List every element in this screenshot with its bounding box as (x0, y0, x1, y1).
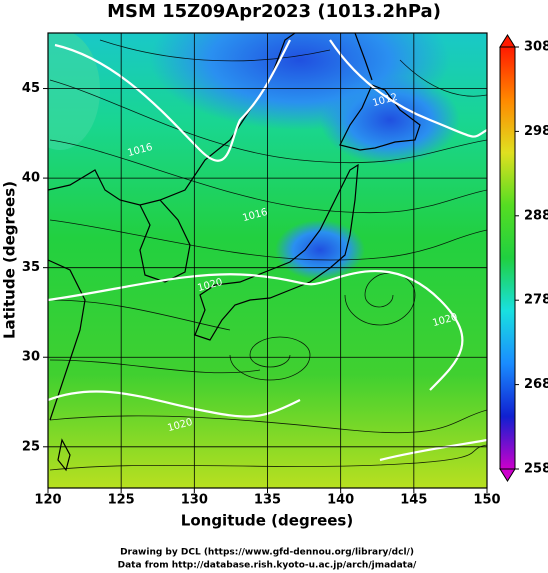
x-tick-label: 150 (473, 493, 500, 508)
x-tick-label: 130 (181, 493, 208, 508)
y-tick-label: 45 (22, 81, 40, 96)
cool-region (48, 33, 100, 150)
colorbar-extend (499, 468, 516, 482)
colorbar-tick-label: 258 (524, 462, 548, 477)
colorbar-tick-label: 288 (524, 208, 548, 223)
coastline (339, 84, 421, 151)
colorbar-tick-label: 298 (524, 124, 548, 139)
colorbar-tick-label: 278 (524, 293, 548, 308)
coastlines (48, 33, 421, 472)
colorbar-extend (499, 34, 516, 48)
colorbar-scale (499, 46, 516, 470)
x-tick-label: 135 (254, 493, 281, 508)
x-tick-label: 140 (327, 493, 354, 508)
coastline (139, 199, 191, 283)
x-tick-label: 120 (34, 493, 61, 508)
y-tick-label: 25 (22, 439, 40, 454)
coastline (354, 33, 373, 81)
x-tick-label: 145 (400, 493, 427, 508)
credit: Data from http://database.rish.kyoto-u.a… (118, 561, 417, 571)
colorbar: 258 268 278 288 298 308 (499, 34, 548, 482)
coastline (194, 163, 359, 341)
title: MSM 15Z09Apr2023 (1013.2hPa) (107, 1, 441, 22)
y-tick-label: 30 (22, 350, 40, 365)
isobars (48, 39, 487, 462)
y-tick-label: 40 (22, 171, 40, 186)
x-axis-label: Longitude (degrees) (181, 512, 353, 530)
colorbar-tick-label: 308 (524, 40, 548, 55)
cold-region (275, 220, 365, 280)
cold-region (320, 75, 460, 165)
streamlines (49, 39, 487, 471)
y-axis-label: Latitude (degrees) (1, 181, 19, 339)
colorbar-tick-label: 268 (524, 377, 548, 392)
map-frame (47, 32, 488, 489)
coastline (57, 438, 71, 472)
x-tick-label: 125 (108, 493, 135, 508)
coastline (48, 259, 86, 421)
credit: Drawing by DCL (https://www.gfd-dennou.o… (120, 548, 414, 558)
y-tick-label: 35 (22, 260, 40, 275)
map (48, 33, 487, 488)
